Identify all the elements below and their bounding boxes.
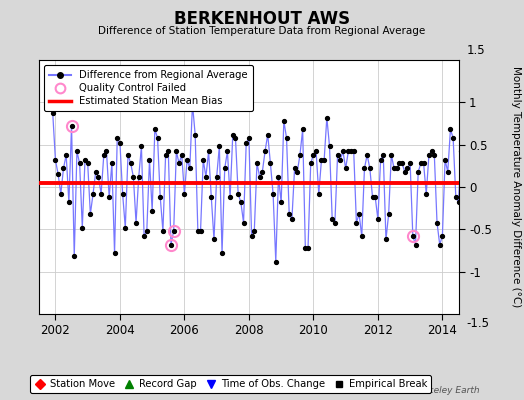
Text: 1.5: 1.5 xyxy=(467,44,485,57)
Y-axis label: Monthly Temperature Anomaly Difference (°C): Monthly Temperature Anomaly Difference (… xyxy=(511,66,521,308)
Text: Berkeley Earth: Berkeley Earth xyxy=(413,386,479,395)
Text: BERKENHOUT AWS: BERKENHOUT AWS xyxy=(174,10,350,28)
Text: Difference of Station Temperature Data from Regional Average: Difference of Station Temperature Data f… xyxy=(99,26,425,36)
Legend: Difference from Regional Average, Quality Control Failed, Estimated Station Mean: Difference from Regional Average, Qualit… xyxy=(45,65,253,111)
Legend: Station Move, Record Gap, Time of Obs. Change, Empirical Break: Station Move, Record Gap, Time of Obs. C… xyxy=(30,375,431,393)
Text: -1.5: -1.5 xyxy=(467,317,490,330)
